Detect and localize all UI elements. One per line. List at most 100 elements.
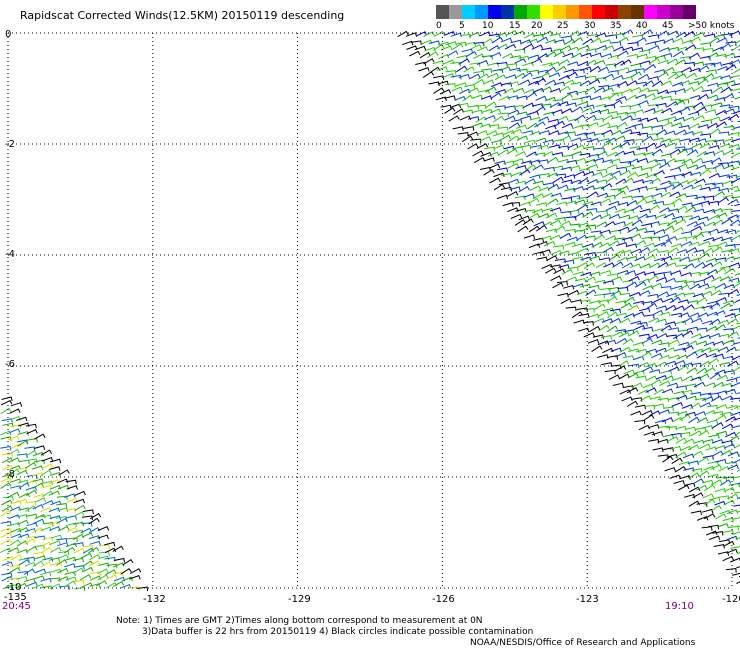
wind-barb bbox=[639, 60, 651, 65]
wind-barb bbox=[601, 141, 613, 148]
wind-barb bbox=[725, 346, 738, 353]
wind-barb bbox=[563, 79, 575, 85]
wind-barb bbox=[663, 184, 676, 190]
wind-barb bbox=[727, 525, 739, 531]
wind-barb bbox=[593, 234, 605, 241]
wind-barb bbox=[560, 135, 572, 142]
wind-barb bbox=[508, 122, 521, 129]
wind-barb bbox=[628, 276, 640, 282]
wind-barb bbox=[712, 450, 724, 457]
wind-barb bbox=[616, 241, 628, 247]
y-tick-label: -10 bbox=[5, 582, 21, 593]
wind-barb bbox=[498, 112, 509, 117]
wind-barb bbox=[666, 453, 678, 459]
wind-barb bbox=[560, 210, 572, 216]
wind-barb bbox=[32, 478, 44, 483]
wind-barb bbox=[694, 411, 706, 416]
wind-barb bbox=[638, 87, 651, 94]
wind-barb bbox=[449, 103, 462, 109]
wind-barb bbox=[539, 249, 551, 254]
wind-barb bbox=[580, 66, 592, 71]
wind-barb bbox=[730, 177, 740, 184]
wind-barb bbox=[81, 532, 94, 538]
wind-barb bbox=[519, 169, 531, 176]
wind-barb bbox=[526, 38, 539, 44]
wind-barb bbox=[459, 115, 472, 121]
wind-barb bbox=[599, 257, 611, 262]
wind-barb bbox=[483, 157, 495, 162]
wind-barb bbox=[649, 177, 661, 185]
wind-barb bbox=[602, 307, 614, 313]
wind-barb bbox=[683, 438, 695, 445]
wind-barb bbox=[103, 541, 116, 547]
wind-barb bbox=[105, 574, 118, 580]
wind-barb bbox=[531, 103, 544, 108]
wind-barb bbox=[9, 539, 21, 546]
wind-barb bbox=[0, 538, 13, 545]
wind-barb bbox=[708, 200, 720, 206]
wind-barb bbox=[50, 546, 62, 553]
wind-barb bbox=[700, 42, 712, 47]
wind-barb bbox=[688, 486, 701, 493]
wind-barb bbox=[632, 355, 645, 361]
wind-barb bbox=[577, 31, 589, 37]
wind-barb bbox=[589, 271, 601, 276]
wind-barb bbox=[709, 318, 721, 326]
wind-barb bbox=[427, 51, 439, 58]
wind-barb bbox=[543, 240, 556, 247]
wind-barb bbox=[632, 138, 644, 144]
legend-label: >50 knots bbox=[688, 21, 735, 31]
wind-barb bbox=[665, 90, 677, 96]
wind-barb bbox=[634, 404, 646, 410]
wind-barb bbox=[719, 43, 732, 50]
wind-barb bbox=[693, 221, 706, 228]
wind-barb bbox=[734, 272, 740, 276]
wind-barb bbox=[641, 236, 653, 242]
wind-barb bbox=[622, 355, 634, 360]
wind-barb bbox=[648, 204, 661, 212]
wind-barb bbox=[24, 538, 36, 545]
wind-barb bbox=[444, 83, 456, 88]
wind-barb bbox=[522, 102, 535, 109]
legend-swatch bbox=[657, 5, 670, 19]
wind-barb bbox=[49, 515, 61, 520]
wind-barb bbox=[717, 196, 729, 204]
legend-swatch bbox=[553, 5, 566, 19]
wind-barb bbox=[32, 504, 44, 510]
wind-barb bbox=[665, 142, 677, 148]
wind-barb bbox=[553, 245, 565, 250]
wind-barb bbox=[550, 192, 563, 198]
wind-barb bbox=[554, 217, 566, 222]
wind-barb bbox=[664, 321, 677, 326]
wind-barb bbox=[611, 129, 623, 136]
wind-barb bbox=[72, 521, 85, 527]
wind-barb bbox=[42, 500, 54, 506]
legend-label: 25 bbox=[557, 21, 569, 31]
wind-barb bbox=[580, 226, 592, 233]
wind-barb bbox=[598, 324, 610, 332]
legend-swatch bbox=[488, 5, 501, 19]
wind-barb bbox=[670, 243, 683, 248]
wind-barb bbox=[17, 519, 29, 526]
wind-barb bbox=[638, 73, 650, 81]
wind-barb bbox=[610, 276, 623, 282]
wind-barb bbox=[649, 396, 662, 401]
wind-barb bbox=[558, 59, 570, 66]
wind-barb bbox=[632, 123, 644, 128]
wind-barb bbox=[650, 282, 663, 289]
wind-barb bbox=[653, 170, 665, 177]
wind-barb bbox=[25, 505, 37, 513]
wind-barb bbox=[487, 62, 499, 67]
wind-barb bbox=[428, 81, 440, 87]
wind-barb bbox=[514, 58, 527, 64]
wind-barb bbox=[646, 333, 659, 340]
wind-barb bbox=[597, 299, 610, 304]
wind-barb bbox=[74, 586, 86, 592]
wind-barb bbox=[560, 298, 572, 305]
wind-barb bbox=[0, 430, 12, 436]
wind-barb bbox=[659, 311, 671, 317]
wind-barb bbox=[657, 250, 669, 255]
wind-barb bbox=[410, 40, 422, 45]
wind-barb bbox=[604, 369, 616, 375]
wind-barb bbox=[656, 333, 669, 339]
